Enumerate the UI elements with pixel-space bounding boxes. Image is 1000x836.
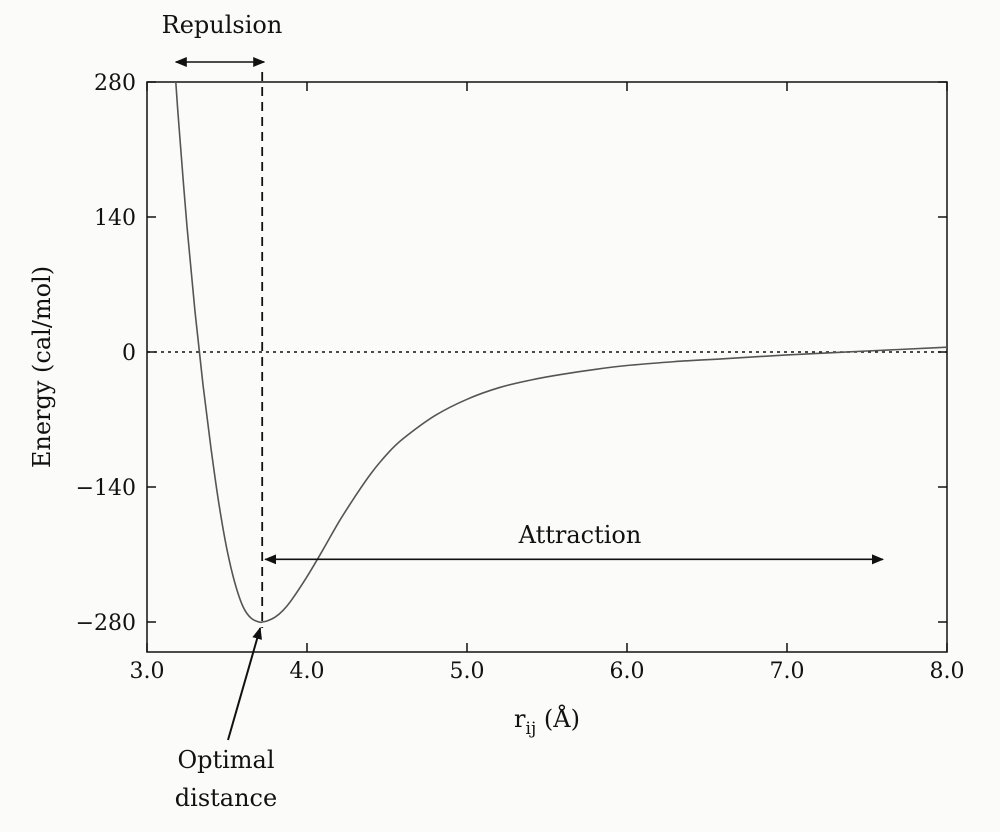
x-tick-label: 7.0 <box>770 659 805 684</box>
x-axis-label: rij (Å) <box>514 704 580 739</box>
x-tick-label: 4.0 <box>290 659 325 684</box>
y-tick-label: 0 <box>122 341 136 366</box>
x-tick-label: 8.0 <box>930 659 965 684</box>
y-tick-label: 280 <box>94 71 136 96</box>
x-axis-label-subscript: ij <box>526 719 537 739</box>
x-tick-label: 5.0 <box>450 659 485 684</box>
energy-curve-line <box>175 81 948 624</box>
y-tick-label: 140 <box>94 206 136 231</box>
optimal-label-line-1: Optimal <box>177 746 274 774</box>
y-axis-label: Energy (cal/mol) <box>28 266 56 468</box>
x-axis-label-symbol: r <box>514 705 526 733</box>
x-axis-label-unit: (Å) <box>536 704 580 733</box>
x-tick-label: 3.0 <box>130 659 165 684</box>
x-tick-label: 6.0 <box>610 659 645 684</box>
axis-ticks: 3.0 4.0 5.0 6.0 7.0 8.0 280 140 0 −140 −280 <box>76 71 965 684</box>
optimal-distance-arrow <box>227 627 262 741</box>
optimal-label-line-2: distance <box>175 784 277 812</box>
y-tick-label: −140 <box>76 476 136 501</box>
plot-frame <box>146 81 948 653</box>
attraction-label: Attraction <box>518 521 642 549</box>
repulsion-label: Repulsion <box>162 11 283 39</box>
y-tick-label: −280 <box>76 611 136 636</box>
